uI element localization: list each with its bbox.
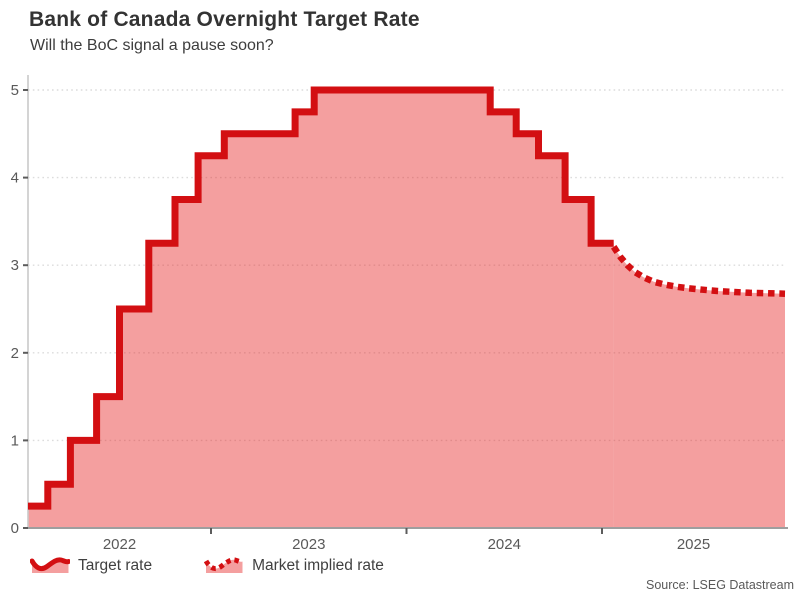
- chart-title: Bank of Canada Overnight Target Rate: [29, 8, 420, 31]
- legend-item-target-rate: Target rate: [30, 555, 152, 577]
- legend: Target rate Market implied rate: [30, 555, 384, 577]
- legend-item-market-implied-rate: Market implied rate: [204, 555, 384, 577]
- legend-label-market-implied-rate: Market implied rate: [252, 557, 384, 574]
- implied-rate-line: [610, 245, 786, 297]
- x-tick-label: 2023: [292, 536, 325, 553]
- y-tick-label: 0: [11, 520, 19, 537]
- x-tick-label: 2024: [488, 536, 521, 553]
- target-rate-line: [28, 86, 614, 510]
- legend-label-target-rate: Target rate: [78, 557, 153, 574]
- y-tick-label: 4: [11, 170, 19, 187]
- source-note: Source: LSEG Datastream: [646, 578, 794, 592]
- target-rate-area: [28, 90, 614, 528]
- x-tick-label: 2022: [103, 536, 136, 553]
- implied-rate-area: [613, 246, 785, 529]
- chart-subtitle: Will the BoC signal a pause soon?: [30, 37, 274, 54]
- y-tick-label: 3: [11, 257, 19, 274]
- y-tick-label: 2: [11, 345, 19, 362]
- y-tick-label: 5: [11, 82, 19, 99]
- market-implied-rate-swatch-icon: [204, 557, 244, 573]
- target-rate-swatch-icon: [30, 557, 70, 573]
- x-tick-label: 2025: [677, 536, 710, 553]
- y-tick-label: 1: [11, 432, 19, 449]
